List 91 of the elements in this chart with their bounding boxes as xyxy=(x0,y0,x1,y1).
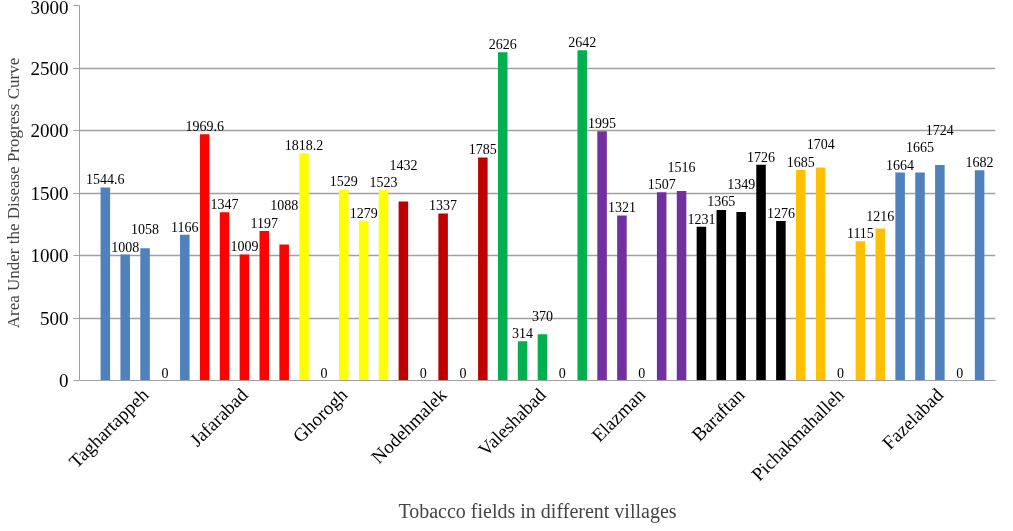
bar xyxy=(140,248,150,381)
data-label: 1337 xyxy=(429,198,458,214)
data-label: 370 xyxy=(531,308,553,324)
data-label: 0 xyxy=(320,365,328,381)
bar xyxy=(875,228,886,381)
bar xyxy=(736,211,746,381)
data-label: 1216 xyxy=(866,208,895,224)
y-tick-label: 2500 xyxy=(30,57,69,79)
y-tick-label: 0 xyxy=(59,370,69,391)
bar xyxy=(796,169,806,381)
bar xyxy=(100,187,111,381)
data-label: 0 xyxy=(558,365,566,381)
data-label: 1365 xyxy=(707,194,736,210)
data-label: 1349 xyxy=(727,176,756,192)
data-label: 1197 xyxy=(250,215,279,231)
data-label: 1704 xyxy=(806,137,835,153)
data-label: 1321 xyxy=(607,200,636,216)
data-label: 1231 xyxy=(687,211,716,227)
bar xyxy=(676,191,687,381)
bar xyxy=(756,164,766,381)
data-label: 314 xyxy=(512,326,534,342)
data-label: 1726 xyxy=(747,149,776,165)
data-label: 0 xyxy=(837,365,845,381)
data-label: 0 xyxy=(638,365,646,381)
data-label: 1523 xyxy=(369,175,398,191)
bar xyxy=(974,170,985,381)
bar xyxy=(776,221,786,381)
x-axis-title: Tobacco fields in different villages xyxy=(398,500,677,524)
data-label: 1115 xyxy=(846,226,874,242)
bar xyxy=(597,131,607,381)
data-label: 1088 xyxy=(270,198,299,214)
data-label: 1544.6 xyxy=(86,172,125,188)
bar xyxy=(537,334,548,381)
data-label: 1008 xyxy=(111,239,140,255)
bar xyxy=(219,212,230,381)
data-label: 1507 xyxy=(647,177,676,193)
bar xyxy=(378,190,389,381)
y-tick-label: 1000 xyxy=(30,245,69,266)
bar xyxy=(815,167,826,381)
data-label: 2642 xyxy=(568,35,597,51)
data-label: 1009 xyxy=(230,239,259,255)
y-tick-label: 3000 xyxy=(30,0,69,18)
bar xyxy=(180,234,190,381)
bar xyxy=(577,50,587,381)
bar xyxy=(517,341,528,381)
y-tick-label: 1500 xyxy=(30,182,69,204)
bar xyxy=(279,244,289,381)
data-label: 1785 xyxy=(468,142,497,158)
bar xyxy=(259,230,270,381)
bar xyxy=(438,213,448,381)
bar xyxy=(398,201,409,381)
bar xyxy=(716,209,727,381)
y-tick-label: 500 xyxy=(40,307,69,329)
data-label: 0 xyxy=(161,365,169,381)
data-label: 1682 xyxy=(965,155,994,171)
bar xyxy=(855,241,866,381)
data-label: 1529 xyxy=(329,174,358,190)
data-label: 1279 xyxy=(349,205,378,221)
data-label: 0 xyxy=(956,365,964,381)
data-label: 1969.6 xyxy=(185,119,224,135)
data-label: 1724 xyxy=(925,122,954,138)
bar xyxy=(199,134,210,381)
data-label: 1347 xyxy=(210,197,239,213)
data-label: 0 xyxy=(459,365,467,381)
bar xyxy=(895,172,905,381)
data-label: 1995 xyxy=(588,116,617,132)
data-label: 1276 xyxy=(766,206,795,221)
bar xyxy=(239,254,250,381)
data-label: 1818.2 xyxy=(284,138,324,154)
bar xyxy=(617,215,627,381)
data-label: 1685 xyxy=(786,154,815,170)
bar xyxy=(497,52,508,381)
data-label: 0 xyxy=(419,365,427,381)
y-axis-title: Area Under the Disease Progress Curve xyxy=(3,57,23,329)
bar xyxy=(478,157,488,381)
data-label: 1166 xyxy=(171,219,199,235)
data-label: 1665 xyxy=(905,140,934,155)
bar xyxy=(915,172,925,381)
bar xyxy=(656,192,667,381)
y-tick-label: 2000 xyxy=(30,120,69,141)
data-label: 1664 xyxy=(886,157,915,173)
bar xyxy=(358,220,369,381)
bar xyxy=(935,165,945,381)
data-label: 1516 xyxy=(667,159,696,175)
bar xyxy=(120,254,130,381)
data-label: 1058 xyxy=(131,222,160,237)
bar xyxy=(299,153,309,381)
data-label: 2626 xyxy=(488,37,517,53)
bar xyxy=(339,189,349,381)
data-label: 1432 xyxy=(389,157,418,173)
bar xyxy=(696,226,707,381)
